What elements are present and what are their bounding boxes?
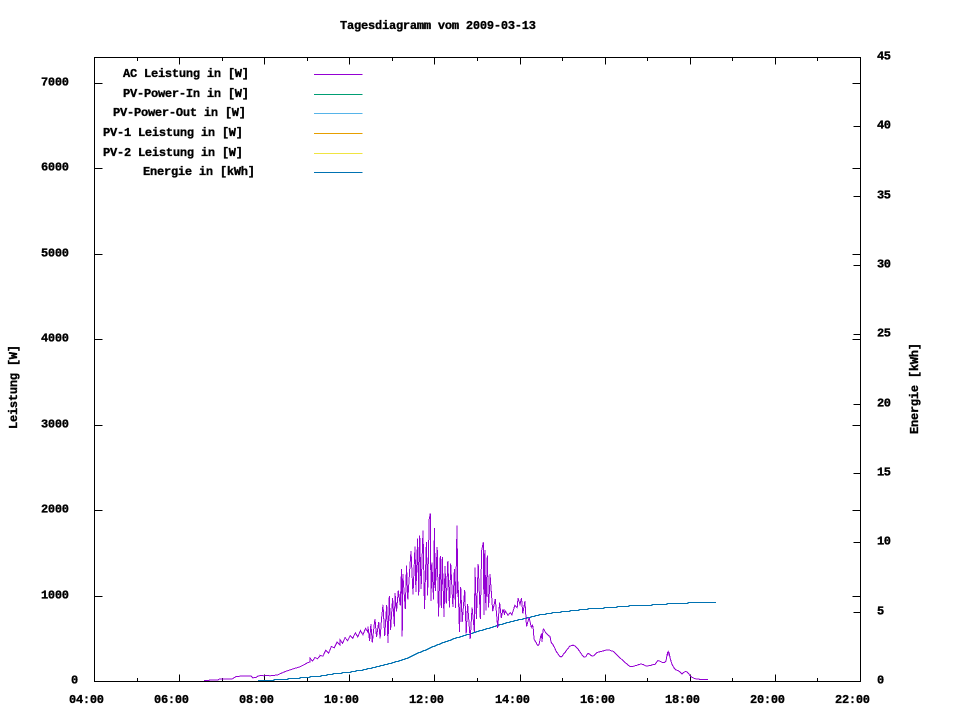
svg-text:14:00: 14:00 [495,693,530,707]
svg-text:1000: 1000 [41,589,69,603]
svg-text:AC Leistung in [W]: AC Leistung in [W] [123,67,249,81]
svg-text:6000: 6000 [41,161,69,175]
svg-text:Leistung [W]: Leistung [W] [7,345,21,429]
svg-text:Tagesdiagramm vom 2009-03-13: Tagesdiagramm vom 2009-03-13 [340,19,536,33]
svg-text:7000: 7000 [41,76,69,90]
svg-text:30: 30 [877,258,891,272]
svg-text:08:00: 08:00 [239,693,274,707]
svg-text:PV-Power-Out in [W]: PV-Power-Out in [W] [113,106,246,120]
svg-text:06:00: 06:00 [154,693,189,707]
svg-text:PV-2 Leistung in [W]: PV-2 Leistung in [W] [103,146,243,160]
svg-text:04:00: 04:00 [69,693,104,707]
svg-text:25: 25 [877,327,891,341]
svg-text:45: 45 [877,50,891,64]
svg-text:16:00: 16:00 [580,693,615,707]
svg-text:0: 0 [877,674,884,688]
svg-text:35: 35 [877,189,891,203]
svg-text:3000: 3000 [41,418,69,432]
svg-text:40: 40 [877,119,891,133]
svg-text:5000: 5000 [41,247,69,261]
svg-text:4000: 4000 [41,332,69,346]
svg-text:12:00: 12:00 [409,693,444,707]
svg-text:15: 15 [877,466,891,480]
svg-text:20: 20 [877,397,891,411]
svg-text:0: 0 [71,674,78,688]
svg-text:2000: 2000 [41,503,69,517]
svg-text:10: 10 [877,535,891,549]
svg-text:18:00: 18:00 [665,693,700,707]
svg-text:Energie [kWh]: Energie [kWh] [908,343,922,434]
svg-text:20:00: 20:00 [750,693,785,707]
svg-text:PV-Power-In in [W]: PV-Power-In in [W] [123,87,249,101]
svg-text:5: 5 [877,605,884,619]
svg-text:22:00: 22:00 [835,693,870,707]
svg-text:10:00: 10:00 [324,693,359,707]
svg-text:Energie in [kWh]: Energie in [kWh] [143,165,255,179]
svg-text:PV-1 Leistung in [W]: PV-1 Leistung in [W] [103,126,243,140]
